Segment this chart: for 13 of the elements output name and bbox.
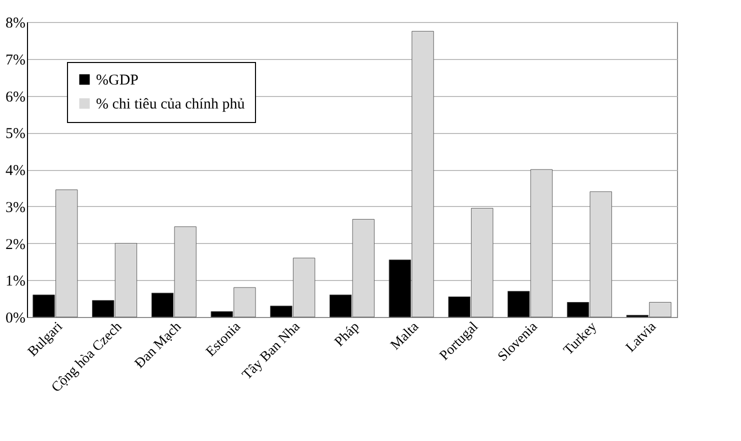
x-tick-label: Tây Ban Nha [240, 318, 304, 383]
y-tick-label: 5% [6, 126, 26, 142]
x-tick-label: Pháp [332, 320, 363, 350]
y-tick-label: 6% [6, 89, 26, 106]
legend-label: % chi tiêu của chính phủ [96, 96, 246, 112]
y-tick-label: 2% [6, 236, 26, 253]
y-tick-label: 7% [6, 52, 26, 68]
y-tick-label: 8% [6, 16, 26, 32]
legend-label: %GDP [96, 72, 139, 88]
y-tick-label: 3% [6, 200, 26, 216]
y-tick-label: 1% [6, 274, 26, 290]
y-tick-label: 0% [6, 310, 26, 326]
y-tick-label: 4% [6, 163, 26, 179]
